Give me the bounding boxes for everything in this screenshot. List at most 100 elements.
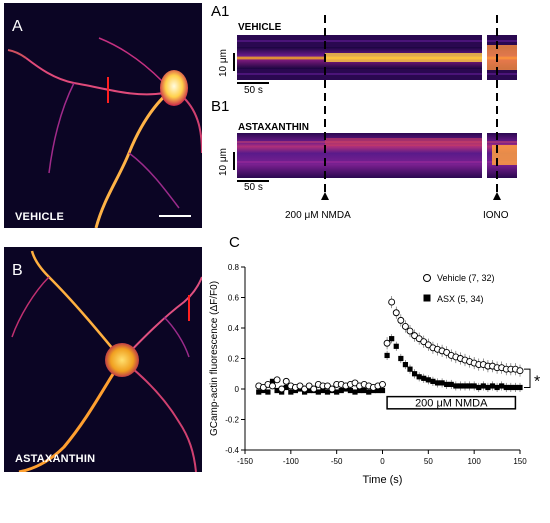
vehicle-point — [401, 323, 409, 330]
asx-point — [324, 389, 331, 395]
asx-point — [499, 383, 505, 389]
neuron-a-illustration — [7, 37, 202, 228]
x-tick-label: -150 — [237, 457, 254, 466]
vehicle-point — [379, 380, 386, 388]
b1-scale-bar-x — [237, 180, 269, 182]
vehicle-point — [388, 298, 396, 306]
panel-a-caption: VEHICLE — [15, 211, 65, 223]
asx-point — [434, 380, 441, 386]
asx-point — [471, 383, 477, 389]
panel-a1-letter: A1 — [211, 3, 230, 20]
vehicle-point — [310, 385, 318, 393]
asx-point — [453, 383, 459, 389]
y-tick-label: 0.2 — [228, 355, 240, 364]
asx-point — [356, 387, 363, 394]
a1-scale-x-label: 50 s — [244, 85, 263, 96]
asx-point — [366, 389, 372, 395]
x-axis-label: Time (s) — [363, 474, 403, 486]
asx-point — [517, 384, 523, 391]
asx-point — [334, 389, 340, 395]
legend-vehicle-marker — [423, 274, 431, 282]
vehicle-point — [273, 376, 281, 384]
asx-point — [320, 387, 326, 394]
chart-c: -0.4 -0.2 0 0.2 0.4 0.6 0.8 -150 -100 -50 0 50 100 15… — [209, 263, 540, 486]
legend-vehicle-label: Vehicle (7, 32) — [437, 273, 495, 283]
significance-bracket — [524, 368, 531, 388]
asx-point — [283, 384, 289, 391]
kymograph-b1 — [237, 133, 517, 178]
asx-point — [375, 387, 381, 394]
asx-point — [393, 343, 399, 349]
asx-point — [389, 336, 395, 342]
vehicle-point — [406, 327, 414, 335]
asx-point — [288, 389, 294, 395]
vehicle-point — [278, 385, 286, 393]
asx-point — [512, 384, 519, 391]
x-tick-label: 100 — [467, 457, 481, 466]
panel-a1-caption: VEHICLE — [238, 22, 282, 33]
x-tick-label: 150 — [513, 457, 527, 466]
treatment-markers — [321, 15, 501, 200]
y-tick-label: 0.6 — [228, 294, 240, 303]
y-tick-label: -0.4 — [225, 446, 239, 455]
asx-point — [494, 384, 500, 391]
vehicle-point — [269, 382, 276, 390]
nmda-bar — [386, 395, 517, 410]
vehicle-point — [397, 316, 405, 324]
neuron-b-illustration — [11, 250, 202, 472]
asx-point — [476, 384, 482, 391]
panel-a-image: A VEHICLE — [4, 3, 202, 228]
kymograph-a1 — [237, 35, 517, 80]
asx-point — [361, 387, 367, 394]
asx-point — [457, 383, 464, 389]
asx-point — [402, 362, 409, 368]
asx-point — [480, 383, 486, 389]
x-tick-label: -50 — [331, 457, 343, 466]
nmda-marker-label: 200 μM NMDA — [285, 210, 351, 221]
panel-b-caption: ASTAXANTHIN — [15, 453, 96, 465]
legend-asx-marker — [423, 294, 431, 302]
vehicle-point — [383, 339, 391, 347]
asx-point — [338, 387, 344, 394]
asx-point — [269, 378, 276, 384]
vehicle-point — [282, 377, 290, 385]
asx-point — [444, 381, 450, 388]
asx-point — [306, 387, 312, 394]
a1-scale-bar-y — [233, 53, 235, 71]
asx-point — [347, 387, 354, 394]
asx-point — [411, 371, 418, 377]
panel-b-letter: B — [12, 262, 23, 279]
a1-scale-bar-x — [237, 82, 269, 84]
asx-point — [265, 389, 271, 395]
panel-b1-letter: B1 — [211, 98, 230, 115]
asx-point — [352, 389, 358, 395]
y-tick-label: 0.4 — [228, 324, 240, 333]
panel-a-letter: A — [12, 18, 23, 35]
asx-point — [416, 374, 422, 380]
b1-scale-bar-y — [233, 152, 235, 170]
panel-c-letter: C — [229, 234, 240, 251]
asx-point — [503, 384, 509, 391]
asx-point — [462, 383, 468, 389]
y-axis-label: GCamp-actin fluorescence (ΔF/F0) — [209, 281, 220, 436]
x-tick-label: -100 — [283, 457, 300, 466]
asx-point — [379, 387, 386, 394]
asx-point — [508, 384, 514, 391]
vehicle-point — [516, 367, 524, 375]
asx-point — [421, 375, 427, 381]
panel-b-image: B ASTAXANTHIN — [4, 247, 202, 472]
asx-point — [439, 380, 445, 386]
asx-point — [489, 383, 496, 389]
asx-point — [398, 355, 404, 362]
y-tick-label: 0.8 — [228, 263, 240, 272]
vehicle-point — [328, 385, 336, 393]
asx-point — [485, 384, 491, 391]
asx-point — [425, 377, 431, 383]
asx-point — [448, 381, 454, 388]
asx-point — [407, 366, 413, 372]
vehicle-point — [392, 309, 400, 317]
nmda-bar-label: 200 μM NMDA — [415, 398, 488, 410]
asx-point — [274, 387, 280, 394]
asx-point — [315, 389, 321, 395]
x-tick-label: 50 — [424, 457, 433, 466]
